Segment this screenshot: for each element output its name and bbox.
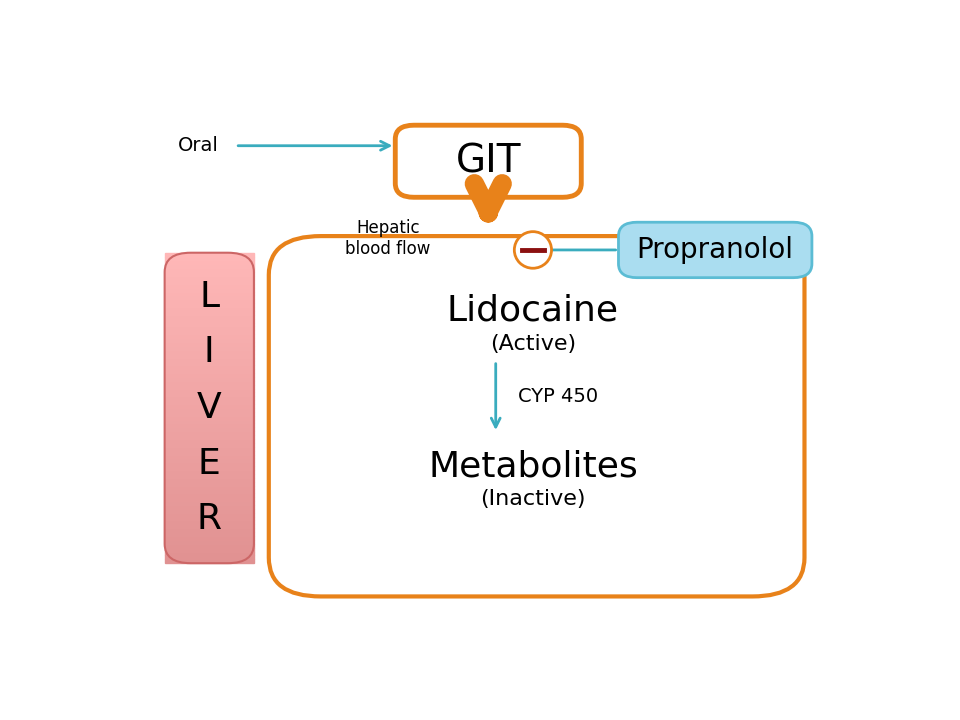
Text: (Active): (Active) bbox=[490, 334, 576, 354]
Bar bbox=[165, 354, 253, 358]
Bar bbox=[165, 420, 253, 423]
Bar bbox=[165, 384, 253, 389]
Bar bbox=[165, 369, 253, 373]
Text: Propranolol: Propranolol bbox=[636, 236, 794, 264]
Bar bbox=[165, 365, 253, 369]
Bar bbox=[165, 485, 253, 490]
Bar bbox=[165, 264, 253, 269]
Bar bbox=[165, 509, 253, 513]
Bar bbox=[165, 346, 253, 350]
Bar bbox=[165, 412, 253, 415]
Bar bbox=[165, 524, 253, 528]
Text: Lidocaine: Lidocaine bbox=[447, 294, 619, 328]
Bar bbox=[165, 501, 253, 505]
Bar bbox=[165, 498, 253, 501]
Bar bbox=[165, 408, 253, 412]
Bar bbox=[165, 295, 253, 300]
Bar bbox=[165, 319, 253, 323]
Text: L
I
V
E
R: L I V E R bbox=[197, 280, 222, 536]
FancyBboxPatch shape bbox=[269, 236, 804, 596]
Bar bbox=[165, 459, 253, 462]
Bar bbox=[165, 272, 253, 276]
Bar bbox=[165, 389, 253, 392]
Bar bbox=[165, 446, 253, 451]
Text: CYP 450: CYP 450 bbox=[518, 387, 598, 406]
Bar bbox=[165, 536, 253, 540]
Bar bbox=[165, 559, 253, 563]
Bar bbox=[165, 435, 253, 439]
Bar bbox=[165, 396, 253, 400]
Bar bbox=[165, 256, 253, 261]
Text: GIT: GIT bbox=[456, 143, 521, 180]
Ellipse shape bbox=[515, 232, 552, 269]
Bar bbox=[165, 269, 253, 272]
Bar bbox=[165, 280, 253, 284]
Bar bbox=[165, 493, 253, 498]
Bar bbox=[165, 315, 253, 319]
FancyBboxPatch shape bbox=[618, 222, 812, 278]
Bar bbox=[165, 311, 253, 315]
Bar bbox=[165, 253, 253, 256]
Bar bbox=[165, 326, 253, 330]
Bar bbox=[165, 439, 253, 443]
Bar bbox=[165, 338, 253, 342]
Bar bbox=[165, 261, 253, 264]
Bar bbox=[165, 350, 253, 354]
Bar bbox=[165, 552, 253, 555]
Bar bbox=[165, 505, 253, 509]
Bar bbox=[165, 334, 253, 338]
Text: Hepatic
blood flow: Hepatic blood flow bbox=[346, 220, 430, 258]
Bar bbox=[165, 300, 253, 303]
Bar bbox=[165, 540, 253, 544]
Bar bbox=[165, 443, 253, 446]
Bar bbox=[165, 361, 253, 365]
Bar bbox=[165, 284, 253, 288]
Bar bbox=[165, 528, 253, 532]
Bar bbox=[165, 381, 253, 384]
Bar bbox=[165, 404, 253, 408]
Bar bbox=[165, 373, 253, 377]
Bar bbox=[165, 358, 253, 361]
Text: Metabolites: Metabolites bbox=[428, 449, 637, 483]
Bar bbox=[165, 323, 253, 326]
Bar bbox=[165, 532, 253, 536]
Bar bbox=[165, 555, 253, 559]
Bar bbox=[165, 544, 253, 548]
Bar bbox=[165, 330, 253, 334]
Bar bbox=[165, 400, 253, 404]
Bar bbox=[165, 470, 253, 474]
Bar bbox=[165, 474, 253, 478]
FancyBboxPatch shape bbox=[396, 125, 581, 197]
Bar bbox=[165, 466, 253, 470]
Bar bbox=[165, 454, 253, 459]
Bar bbox=[165, 517, 253, 521]
Bar bbox=[165, 415, 253, 420]
Bar bbox=[165, 482, 253, 485]
Bar bbox=[165, 478, 253, 482]
Bar bbox=[165, 288, 253, 292]
Bar bbox=[165, 513, 253, 517]
Text: Oral: Oral bbox=[178, 136, 219, 156]
Bar bbox=[165, 377, 253, 381]
Text: (Inactive): (Inactive) bbox=[480, 490, 586, 510]
Bar bbox=[165, 342, 253, 346]
Bar bbox=[165, 392, 253, 396]
Bar bbox=[165, 303, 253, 307]
Bar bbox=[165, 423, 253, 428]
Bar bbox=[165, 431, 253, 435]
Bar bbox=[165, 462, 253, 466]
Bar bbox=[165, 428, 253, 431]
Bar bbox=[165, 276, 253, 280]
Bar bbox=[165, 490, 253, 493]
Bar bbox=[165, 307, 253, 311]
Bar bbox=[165, 548, 253, 552]
Bar bbox=[165, 521, 253, 524]
Bar bbox=[165, 292, 253, 295]
Bar bbox=[165, 451, 253, 454]
